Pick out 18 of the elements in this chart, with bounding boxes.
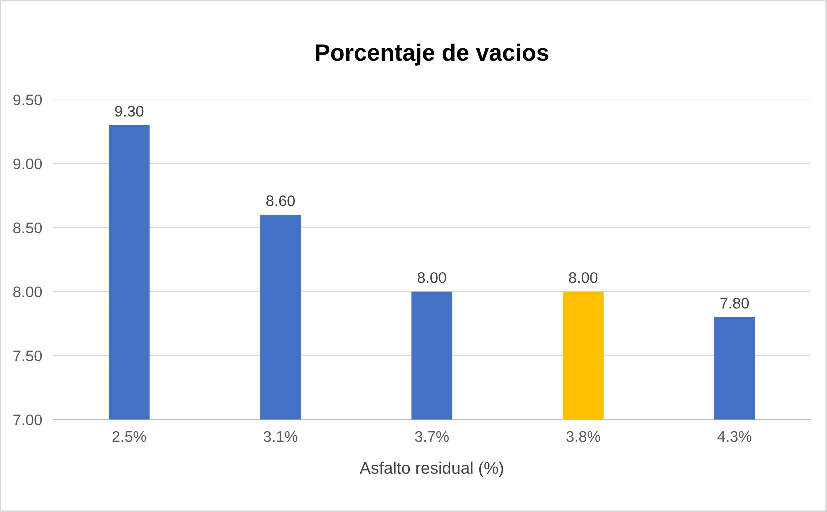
x-tick-label: 3.8%: [566, 431, 600, 442]
data-label: 7.80: [720, 298, 750, 309]
y-tick-label: 9.50: [14, 94, 42, 106]
data-label: 9.30: [115, 106, 144, 117]
y-tick-label: 9.00: [14, 158, 42, 170]
data-label: 8.00: [569, 272, 598, 284]
y-tick-label: 7.50: [14, 350, 42, 362]
data-label: 8.00: [418, 272, 446, 284]
y-tick-label: 8.00: [14, 286, 42, 298]
chart-title: Porcentaje de vacios: [316, 44, 549, 66]
x-axis-title: Asfalto residual (%): [360, 462, 504, 478]
y-tick-label: 8.50: [14, 222, 42, 234]
y-tick-label: 7.00: [14, 414, 42, 426]
data-label: 8.60: [266, 196, 296, 206]
x-tick-label: 2.5%: [112, 431, 146, 442]
x-tick-label: 3.7%: [415, 431, 449, 442]
x-tick-label: 3.1%: [264, 431, 298, 442]
x-tick-label: 4.3%: [718, 431, 752, 442]
